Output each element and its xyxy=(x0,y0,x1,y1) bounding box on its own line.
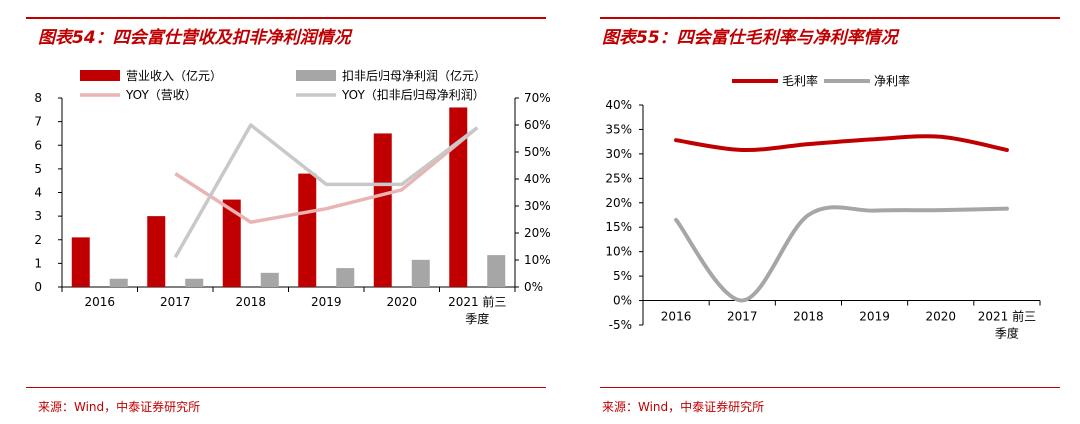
legend-swatch xyxy=(296,70,336,81)
y-tick-label: 30% xyxy=(605,147,632,161)
y-tick-label: 5 xyxy=(34,162,42,176)
y2-tick-label: 30% xyxy=(524,199,551,213)
y-tick-label: 25% xyxy=(605,171,632,185)
y-tick-label: 7 xyxy=(34,115,42,129)
y-tick-label: 4 xyxy=(34,186,42,200)
profit-yoy-line xyxy=(173,123,479,259)
y-tick-label: 6 xyxy=(34,138,42,152)
revenue-bar xyxy=(222,199,241,287)
y2-tick-label: 60% xyxy=(524,118,551,132)
y2-tick-label: 0% xyxy=(524,280,543,294)
x-tick-label: 2017 xyxy=(160,295,191,309)
y-tick-label: 40% xyxy=(605,98,632,112)
y-tick-label: -5% xyxy=(609,318,632,332)
margin-chart: -5% 0% 5% 10% 15% 20% 25% 30% 35% 40% 2016 2017 2018… xyxy=(605,73,1041,341)
x-tick-label: 2018 xyxy=(235,295,266,309)
y-tick-label: 8 xyxy=(34,91,42,105)
y-tick-label: 35% xyxy=(605,122,632,136)
y2-tick-label: 50% xyxy=(524,145,551,159)
y-tick-label: 2 xyxy=(34,233,42,247)
legend-label: 营业收入（亿元） xyxy=(126,68,222,83)
x-tick-label: 2021 前三 xyxy=(978,309,1036,324)
chart-title: 图表54：四会富仕营收及扣非净利润情况 xyxy=(38,28,351,48)
profit-bar xyxy=(336,268,355,287)
y2-tick-label: 70% xyxy=(524,91,551,105)
x-tick-label: 季度 xyxy=(995,326,1019,341)
revenue-bar xyxy=(298,173,317,287)
revenue-yoy-line xyxy=(174,126,479,224)
revenue-bar xyxy=(147,216,166,287)
y-tick-label: 5% xyxy=(613,269,632,283)
x-tick-label: 2018 xyxy=(793,310,824,324)
y-tick-label: 1 xyxy=(34,256,42,270)
margin-panel: 图表55：四会富仕毛利率与净利率情况 -5% 0% 5% 10% 15% 20% 25% 30… xyxy=(590,0,1080,424)
revenue-profit-chart: 0 1 2 3 4 5 6 7 8 0% 10% 20% 30% 40% 50% 60% 70% 2016 2017… xyxy=(34,68,551,326)
legend-label: 毛利率 xyxy=(782,73,818,88)
profit-bar xyxy=(411,259,430,287)
legend-label: 扣非后归母净利润（亿元） xyxy=(342,68,486,83)
x-tick-label: 2020 xyxy=(386,295,417,309)
x-tick-label: 季度 xyxy=(465,311,489,326)
legend-label: YOY（扣非后归母净利润） xyxy=(341,88,485,102)
title-top-rule xyxy=(600,17,1060,19)
y-tick-label: 3 xyxy=(34,209,42,223)
y2-tick-label: 10% xyxy=(524,253,551,267)
y2-tick-label: 20% xyxy=(524,226,551,240)
y-tick-label: 15% xyxy=(605,220,632,234)
profit-bar xyxy=(487,255,506,287)
profit-bar xyxy=(185,278,204,287)
legend-label: 净利率 xyxy=(874,73,910,88)
legend-swatch xyxy=(80,70,120,81)
source-rule xyxy=(26,387,546,388)
x-tick-label: 2019 xyxy=(859,310,890,324)
y-tick-label: 0 xyxy=(34,280,42,294)
title-top-rule xyxy=(26,17,546,19)
revenue-bar xyxy=(373,133,392,287)
x-tick-label: 2016 xyxy=(84,295,115,309)
revenue-bar xyxy=(71,237,90,287)
net-margin-line xyxy=(674,205,1009,303)
revenue-profit-panel: 图表54：四会富仕营收及扣非净利润情况 0 1 2 3 4 5 6 7 8 0% 10% 20% 30%… xyxy=(26,17,551,414)
y-tick-label: 0% xyxy=(613,294,632,308)
x-tick-label: 2017 xyxy=(727,310,758,324)
y2-tick-label: 40% xyxy=(524,172,551,186)
gross-margin-line xyxy=(674,134,1009,153)
legend-label: YOY（营收） xyxy=(125,88,197,102)
y-tick-label: 20% xyxy=(605,196,632,210)
chart-title: 图表55：四会富仕毛利率与净利率情况 xyxy=(602,28,898,48)
x-tick-label: 2019 xyxy=(311,295,342,309)
x-tick-label: 2021 前三 xyxy=(448,294,506,309)
source-rule xyxy=(600,387,1060,388)
source-note: 来源：Wind，中泰证券研究所 xyxy=(602,400,765,414)
profit-bar xyxy=(260,272,279,287)
x-tick-label: 2016 xyxy=(661,310,692,324)
source-note: 来源：Wind，中泰证券研究所 xyxy=(38,400,201,414)
x-tick-label: 2020 xyxy=(925,310,956,324)
profit-bar xyxy=(109,278,128,287)
revenue-bar xyxy=(449,107,468,287)
y-tick-label: 10% xyxy=(605,245,632,259)
